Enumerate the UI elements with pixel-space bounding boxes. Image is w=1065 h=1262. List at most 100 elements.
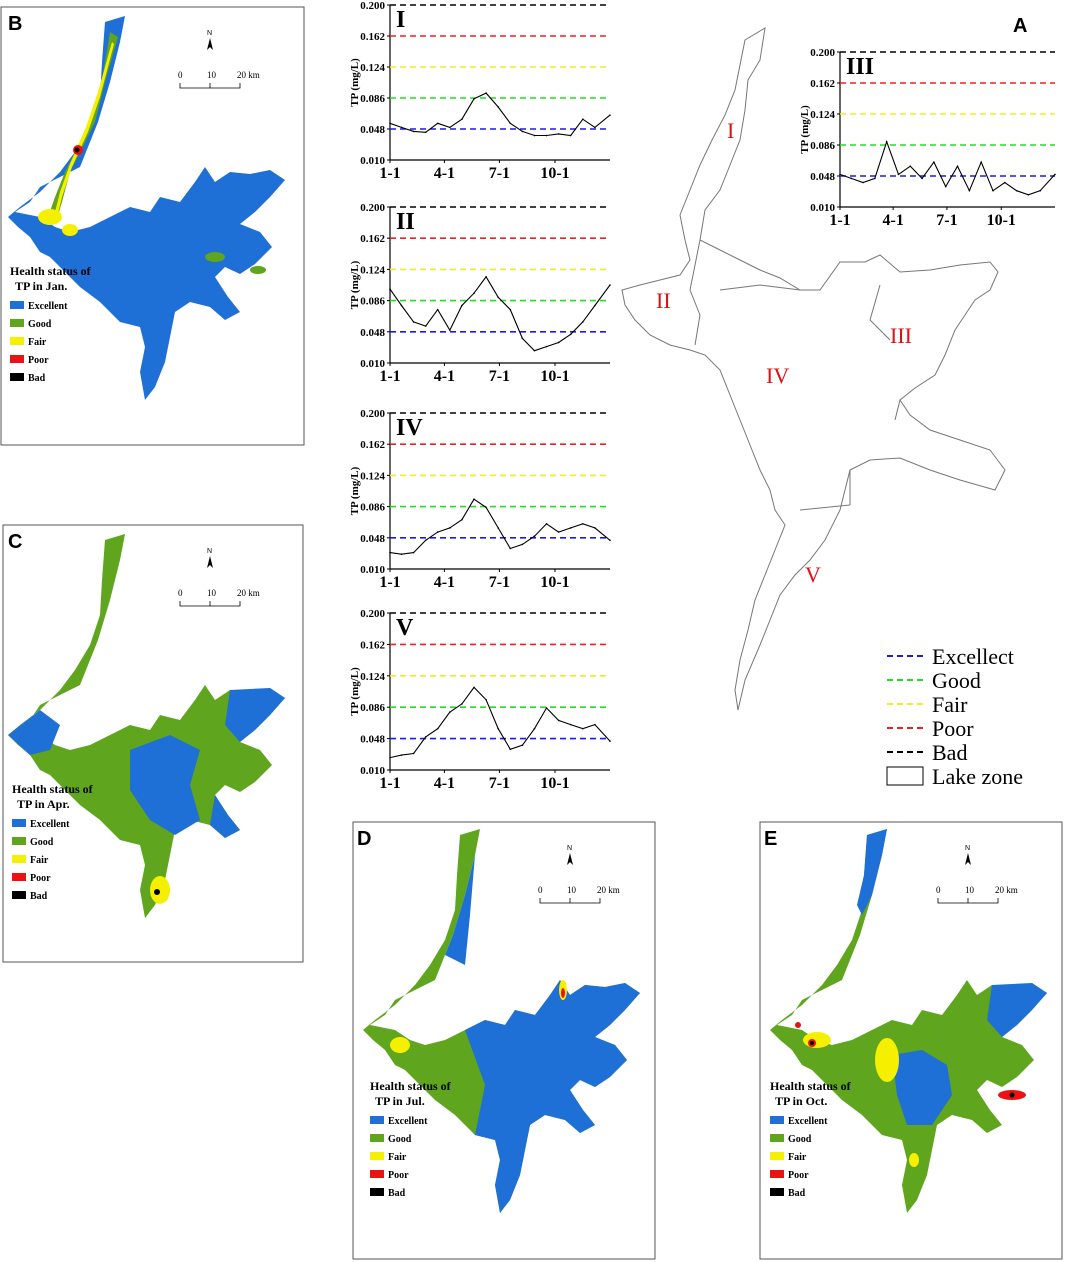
y-tick-label: 0.124 xyxy=(360,62,385,74)
y-tick-label: 0.086 xyxy=(360,502,385,514)
tp-series-line xyxy=(839,140,1056,196)
tp-data-point xyxy=(473,498,475,501)
tp-data-point xyxy=(980,161,982,163)
legend-swatch-poor xyxy=(10,355,24,363)
tp-data-point xyxy=(509,547,512,550)
tp-data-point xyxy=(521,543,524,546)
tp-data-point xyxy=(521,744,524,747)
legend-label-fair: Fair xyxy=(28,337,47,348)
north-label: N xyxy=(207,30,212,37)
tp-data-point xyxy=(1054,173,1056,176)
tp-data-point xyxy=(968,189,971,192)
tp-data-point xyxy=(521,130,524,133)
tp-data-point xyxy=(557,719,560,722)
chart-zone-label: II xyxy=(396,209,415,235)
tp-data-point xyxy=(389,551,391,554)
tp-data-point xyxy=(389,122,391,125)
scale-bar: N 0 10 20 km xyxy=(178,548,260,607)
x-tick-label: 7-1 xyxy=(489,574,510,591)
legend-label-fair: Fair xyxy=(388,1152,407,1163)
map-d-lake xyxy=(363,829,640,1213)
chart-zone-IV: 0.200 0.162 0.124 0.086 0.048 0.010 TP (mg/L) 1… xyxy=(349,408,611,591)
tp-data-point xyxy=(557,341,560,344)
legend-swatch-bad xyxy=(10,373,24,381)
tp-data-point xyxy=(436,308,439,311)
legend-swatch-poor xyxy=(770,1170,784,1178)
y-tick-label: 0.010 xyxy=(360,564,385,576)
tp-data-point xyxy=(545,523,548,525)
x-tick-label: 1-1 xyxy=(829,212,850,229)
y-axis-label: TP (mg/L) xyxy=(349,667,361,716)
tp-series-line xyxy=(389,275,611,352)
north-label: N xyxy=(965,845,970,852)
scale-tick-label: 20 km xyxy=(237,70,260,80)
north-arrow-icon xyxy=(207,38,213,50)
main-legend-label: Excellect xyxy=(932,644,1014,669)
tp-data-point xyxy=(473,686,475,689)
panel-letter-d: D xyxy=(357,828,371,850)
tp-data-point xyxy=(862,181,864,184)
map-legend-title-line1: Health status of xyxy=(770,1079,852,1093)
tp-data-point xyxy=(944,185,947,188)
x-tick-label: 4-1 xyxy=(882,212,903,229)
map-legend-title-line2: TP in Jul. xyxy=(375,1094,425,1108)
x-tick-label: 7-1 xyxy=(936,212,957,229)
y-tick-label: 0.124 xyxy=(360,671,385,683)
legend-swatch-bad xyxy=(770,1188,784,1196)
tp-data-point xyxy=(874,177,876,180)
tp-charts: 0.200 0.162 0.124 0.086 0.048 0.010 TP (mg/L) 1… xyxy=(349,0,1056,792)
tp-series-line xyxy=(389,686,611,759)
x-tick-label: 10-1 xyxy=(540,574,569,591)
tp-data-point xyxy=(1027,193,1030,196)
y-axis-label: TP (mg/L) xyxy=(349,58,361,107)
tp-data-point xyxy=(389,288,391,290)
tp-data-point xyxy=(557,133,560,135)
north-label: N xyxy=(567,845,572,852)
y-axis-label: TP (mg/L) xyxy=(799,105,811,154)
map-legend-title-line1: Health status of xyxy=(370,1079,452,1093)
tp-data-point xyxy=(533,727,536,730)
zone-label-II: II xyxy=(656,288,671,313)
scale-tick-label: 20 km xyxy=(995,885,1018,895)
tp-data-point xyxy=(449,126,451,129)
scale-tick-label: 10 xyxy=(207,70,217,80)
map-b-lake xyxy=(8,16,285,400)
tp-data-point xyxy=(400,304,403,307)
legend-label-excellent: Excellent xyxy=(388,1116,428,1127)
y-tick-label: 0.124 xyxy=(810,109,835,121)
tp-data-point xyxy=(609,740,611,742)
tp-data-point xyxy=(582,523,584,525)
tp-data-point xyxy=(533,535,536,537)
tp-data-point xyxy=(897,173,900,176)
legend-swatch-good xyxy=(370,1134,384,1142)
y-axis-label: TP (mg/L) xyxy=(349,466,361,515)
legend-label-bad: Bad xyxy=(30,891,48,902)
y-tick-label: 0.086 xyxy=(360,702,385,714)
tp-data-point xyxy=(594,527,596,529)
tp-data-point xyxy=(582,727,584,730)
main-legend-label: Lake zone xyxy=(932,764,1023,789)
tp-data-point xyxy=(594,723,596,726)
tp-data-point xyxy=(400,754,403,756)
zone-label-V: V xyxy=(805,562,821,587)
tp-data-point xyxy=(594,304,596,307)
tp-data-point xyxy=(569,723,572,726)
scale-bar: N 0 10 20 km xyxy=(936,845,1018,904)
y-tick-label: 0.048 xyxy=(360,533,385,545)
tp-data-point xyxy=(885,140,888,143)
main-legend-label: Bad xyxy=(932,740,967,765)
tp-data-point xyxy=(485,92,487,94)
legend-swatch-good xyxy=(10,319,24,327)
legend-label-excellent: Excellent xyxy=(28,301,68,312)
panel-letter-c: C xyxy=(8,531,22,553)
x-tick-label: 7-1 xyxy=(489,775,510,792)
tp-data-point xyxy=(569,333,572,336)
legend-swatch-bad xyxy=(370,1188,384,1196)
tp-data-point xyxy=(412,752,415,755)
map-legend-title-line2: TP in Oct. xyxy=(775,1094,827,1108)
panel-letter-e: E xyxy=(764,828,777,850)
legend-swatch-excellent xyxy=(12,819,26,827)
tp-data-point xyxy=(545,345,548,348)
